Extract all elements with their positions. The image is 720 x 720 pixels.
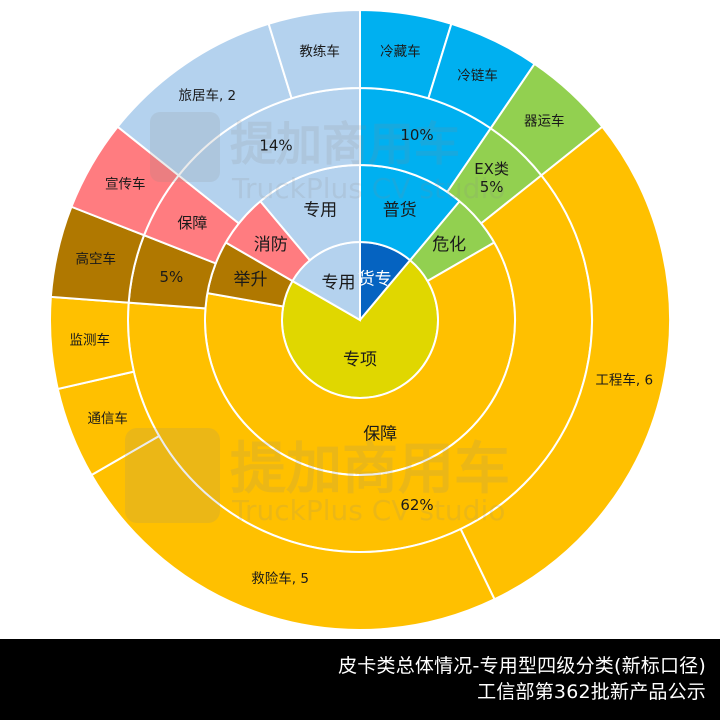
footer-title: 皮卡类总体情况-专用型四级分类(新标口径) [338,655,706,677]
ring4-label-10: 教练车 [299,43,340,60]
ring1-label-2: 专用 [322,273,356,293]
sunburst-chart: 提加商用车 TruckPlus CV studio 提加商用车 TruckPlu… [49,8,671,631]
ring3-label-3: 5% [160,268,184,286]
ring4-label-1: 冷链车 [457,67,498,84]
ring4-label-6: 监测车 [70,331,111,348]
ring2-label-0: 普货 [383,201,417,221]
ring3-label-0: 10% [400,126,433,144]
watermark-bottom-sub: TruckPlus CV studio [231,494,505,527]
footer-caption: 皮卡类总体情况-专用型四级分类(新标口径) 工信部第362批新产品公示 [0,639,720,720]
ring4-label-0: 冷藏车 [380,43,421,60]
ring3-label-2: 62% [400,496,433,514]
ring2-label-3: 举升 [234,270,268,290]
watermark-bottom-brand: 提加商用车 [230,437,510,502]
ring2-label-2: 保障 [363,425,397,445]
ring4-label-9: 旅居车, 2 [178,87,236,104]
ring4-label-8: 宣传车 [105,176,146,193]
watermark-bottom: 提加商用车 TruckPlus CV studio [125,428,510,527]
ring2-label-5: 专用 [303,201,337,221]
ring3-label-4: 保障 [177,214,207,232]
watermark-top: 提加商用车 TruckPlus CV studio [150,112,505,205]
ring4-label-7: 高空车 [76,251,117,268]
ring4-label-3: 工程车, 6 [595,371,653,388]
footer-subtitle: 工信部第362批新产品公示 [477,681,706,703]
ring4-label-2: 器运车 [524,112,565,129]
ring1-label-0: 货专 [358,270,392,290]
ring4-label-4: 救险车, 5 [251,570,309,587]
ring3-label-1: EX类 5% [474,160,509,196]
ring2-label-4: 消防 [254,235,288,255]
ring2-label-1: 危化 [432,235,466,255]
ring4-segment-3 [459,125,671,601]
ring4-label-5: 通信车 [87,410,128,427]
ring4-segment-10 [267,8,361,100]
watermark-top-sub: TruckPlus CV studio [231,172,505,205]
ring1-label-1: 专项 [343,350,377,370]
watermark-top-brand: 提加商用车 [230,117,460,171]
ring3-label-5: 14% [259,137,292,155]
